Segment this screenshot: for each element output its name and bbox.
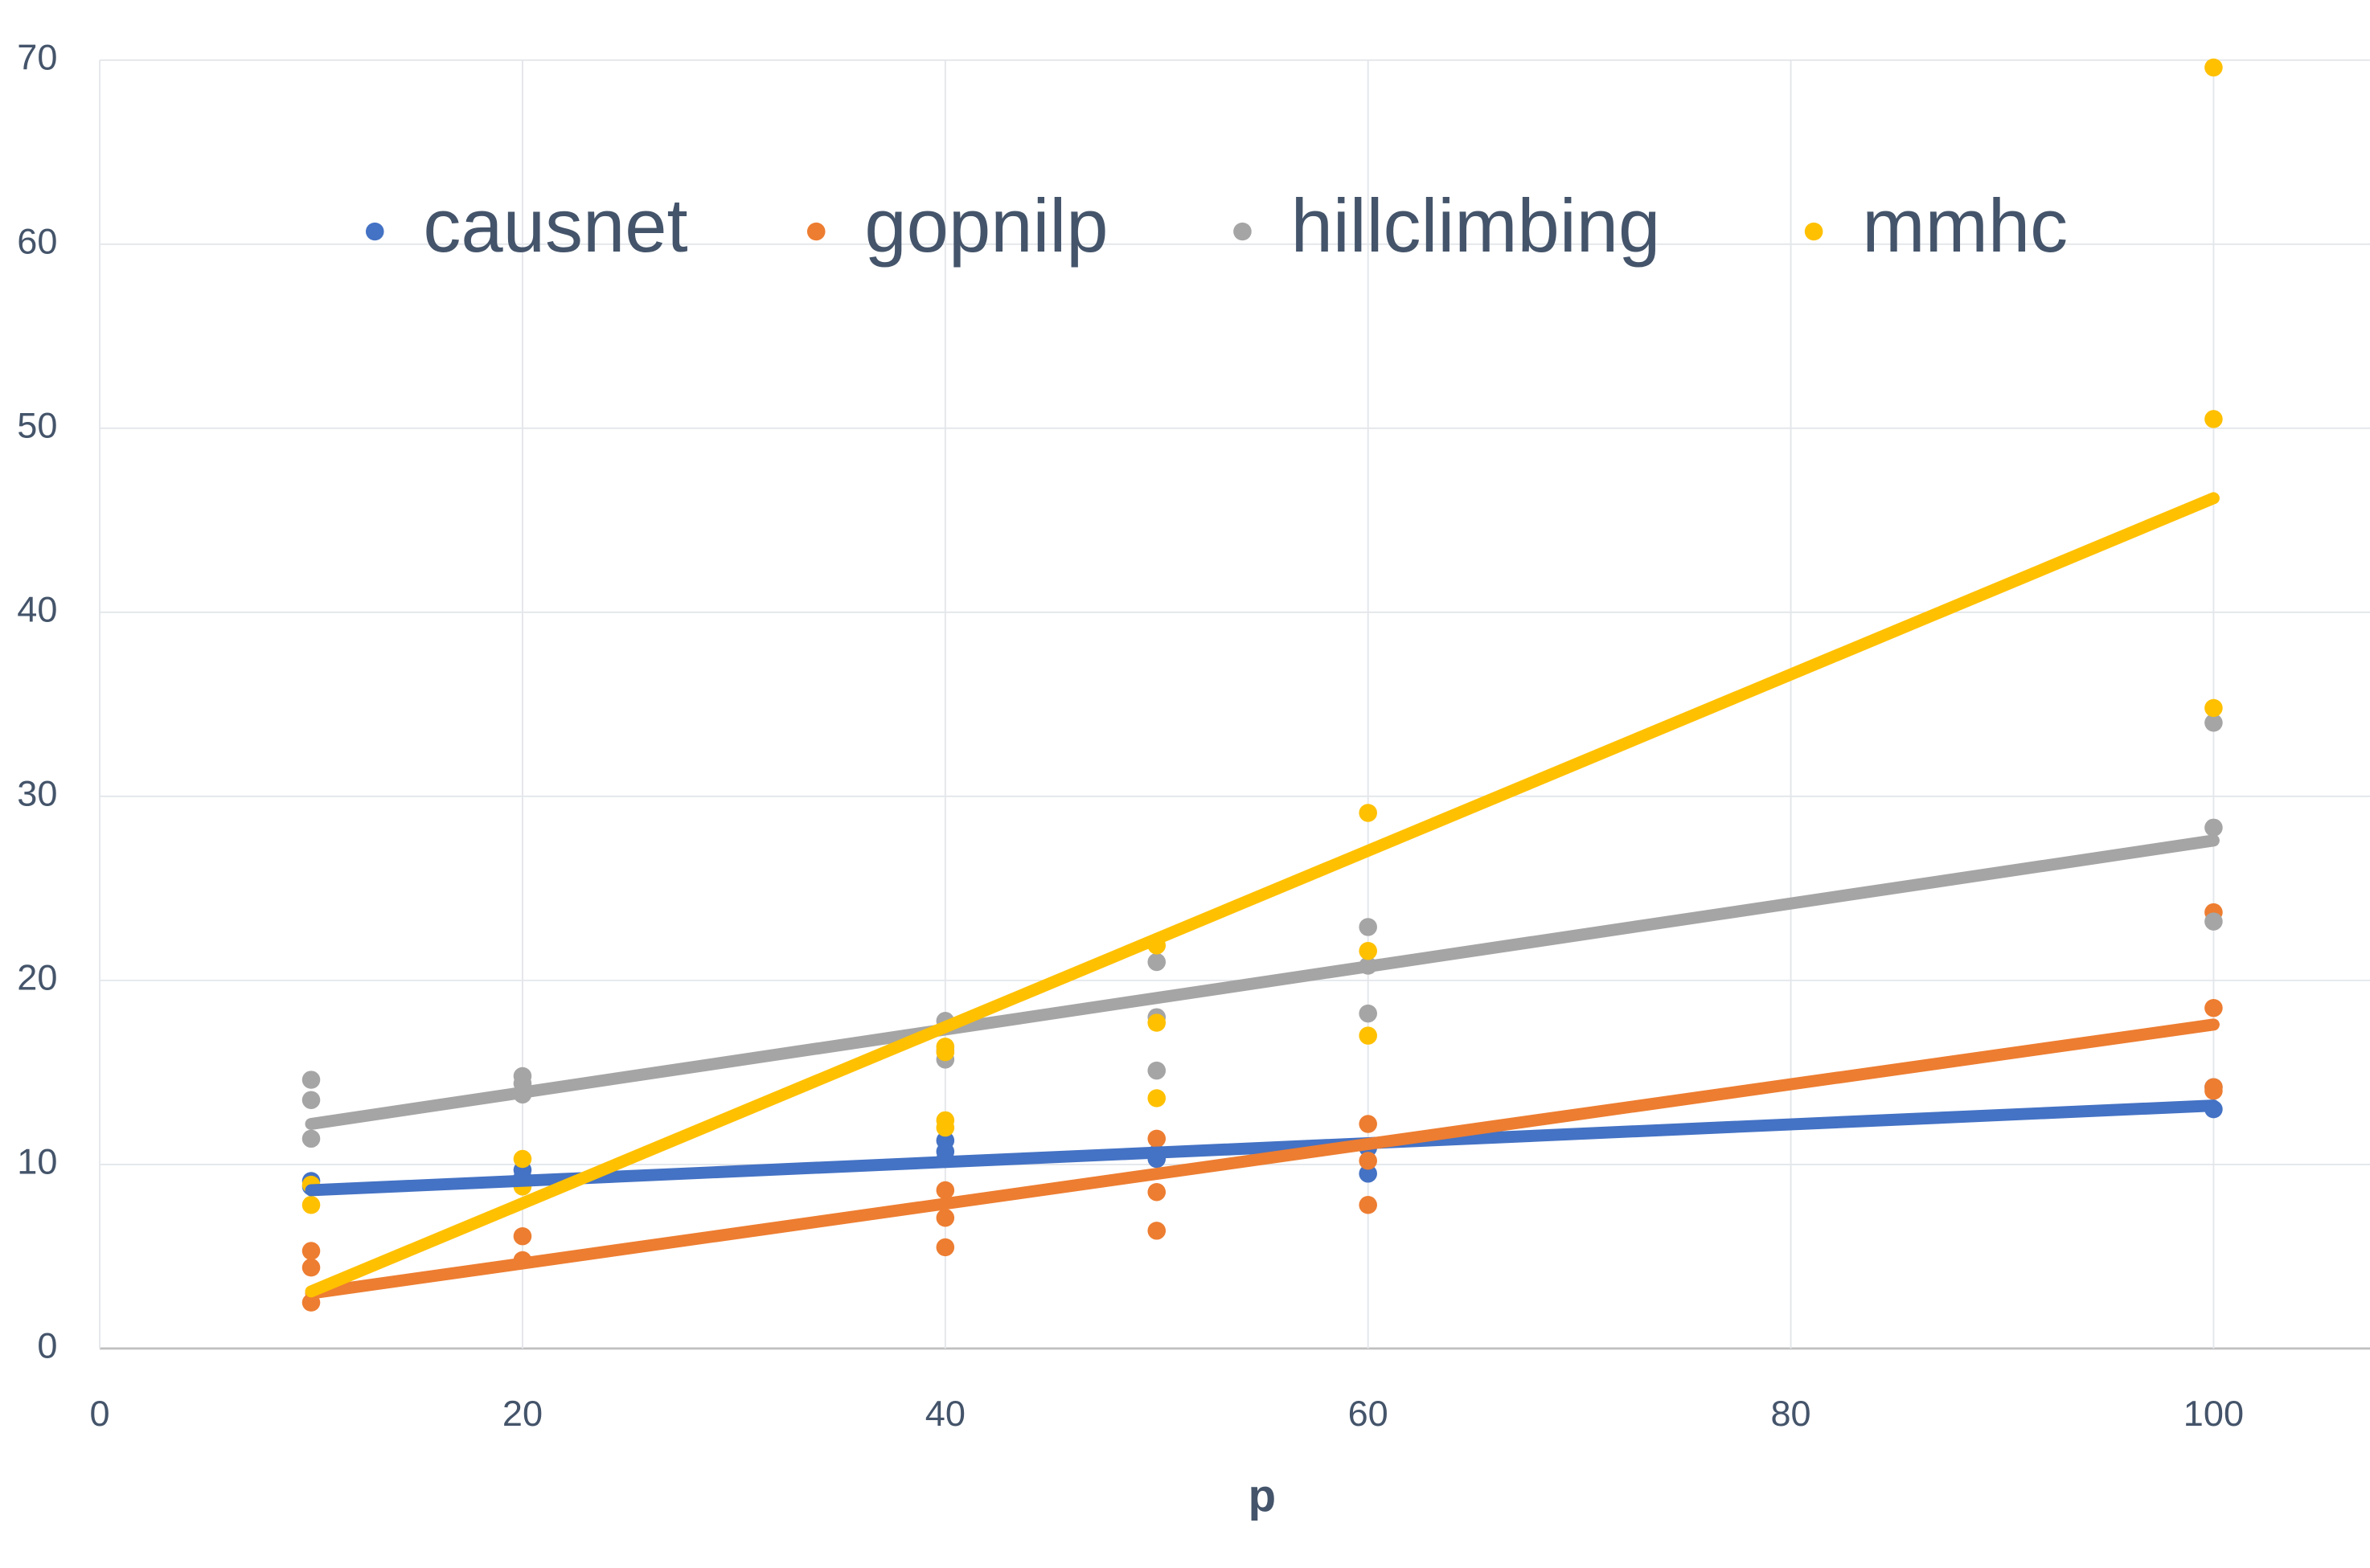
point bbox=[301, 1071, 321, 1089]
legend-label: mmhc bbox=[1862, 183, 2068, 268]
x-axis-title: p bbox=[1249, 1470, 1276, 1521]
x-tick-label: 40 bbox=[925, 1393, 966, 1434]
legend-label: gopnilp bbox=[864, 183, 1108, 268]
y-tick-label: 20 bbox=[17, 957, 57, 998]
point bbox=[2204, 698, 2223, 718]
x-tick-label: 80 bbox=[1770, 1393, 1810, 1434]
point bbox=[1147, 1129, 1167, 1148]
y-tick-label: 60 bbox=[17, 221, 57, 262]
point bbox=[1359, 1196, 1377, 1214]
point bbox=[301, 1242, 321, 1260]
legend-marker bbox=[806, 222, 826, 241]
point bbox=[2204, 912, 2223, 931]
point bbox=[936, 1238, 955, 1257]
legend-label: hillclimbing bbox=[1291, 183, 1661, 268]
y-tick-label: 50 bbox=[17, 405, 57, 446]
point bbox=[301, 1196, 321, 1214]
point bbox=[936, 1181, 955, 1200]
point bbox=[1359, 1026, 1377, 1045]
point bbox=[1359, 804, 1377, 822]
legend-label: causnet bbox=[423, 183, 687, 268]
point bbox=[936, 1209, 955, 1227]
legend-marker bbox=[365, 222, 384, 241]
point bbox=[1359, 1152, 1377, 1170]
point bbox=[936, 1118, 955, 1137]
point bbox=[301, 1129, 321, 1148]
point bbox=[2204, 714, 2223, 732]
trendline bbox=[305, 834, 2220, 1130]
trendline bbox=[305, 1018, 2220, 1300]
point bbox=[1359, 942, 1377, 960]
point bbox=[1147, 1183, 1167, 1202]
trendline bbox=[305, 1099, 2220, 1197]
trendline bbox=[305, 492, 2220, 1298]
point bbox=[1147, 952, 1167, 972]
point bbox=[513, 1149, 532, 1169]
point bbox=[1147, 1222, 1167, 1240]
point bbox=[301, 1258, 321, 1277]
y-tick-label: 40 bbox=[17, 589, 57, 630]
y-tick-label: 10 bbox=[17, 1141, 57, 1182]
point bbox=[1359, 1115, 1377, 1133]
point bbox=[301, 1091, 321, 1109]
x-tick-label: 0 bbox=[90, 1393, 110, 1434]
point bbox=[2204, 999, 2223, 1017]
point bbox=[1147, 1013, 1167, 1032]
x-tick-label: 20 bbox=[502, 1393, 543, 1434]
point bbox=[2204, 58, 2223, 77]
y-tick-label: 30 bbox=[17, 773, 57, 814]
point bbox=[1147, 1089, 1167, 1107]
y-tick-label: 70 bbox=[17, 37, 57, 78]
x-tick-label: 60 bbox=[1348, 1393, 1388, 1434]
y-tick-label: 0 bbox=[37, 1325, 57, 1366]
point bbox=[1359, 1165, 1377, 1183]
point bbox=[2204, 818, 2223, 837]
legend-marker bbox=[1804, 222, 1823, 241]
x-tick-label: 100 bbox=[2183, 1393, 2244, 1434]
point bbox=[1147, 1061, 1167, 1080]
point bbox=[1359, 1004, 1377, 1023]
point bbox=[513, 1226, 532, 1246]
point bbox=[2204, 410, 2223, 428]
point bbox=[936, 1042, 955, 1062]
point bbox=[1359, 918, 1377, 936]
legend-marker bbox=[1233, 222, 1252, 241]
point bbox=[2204, 1082, 2223, 1100]
